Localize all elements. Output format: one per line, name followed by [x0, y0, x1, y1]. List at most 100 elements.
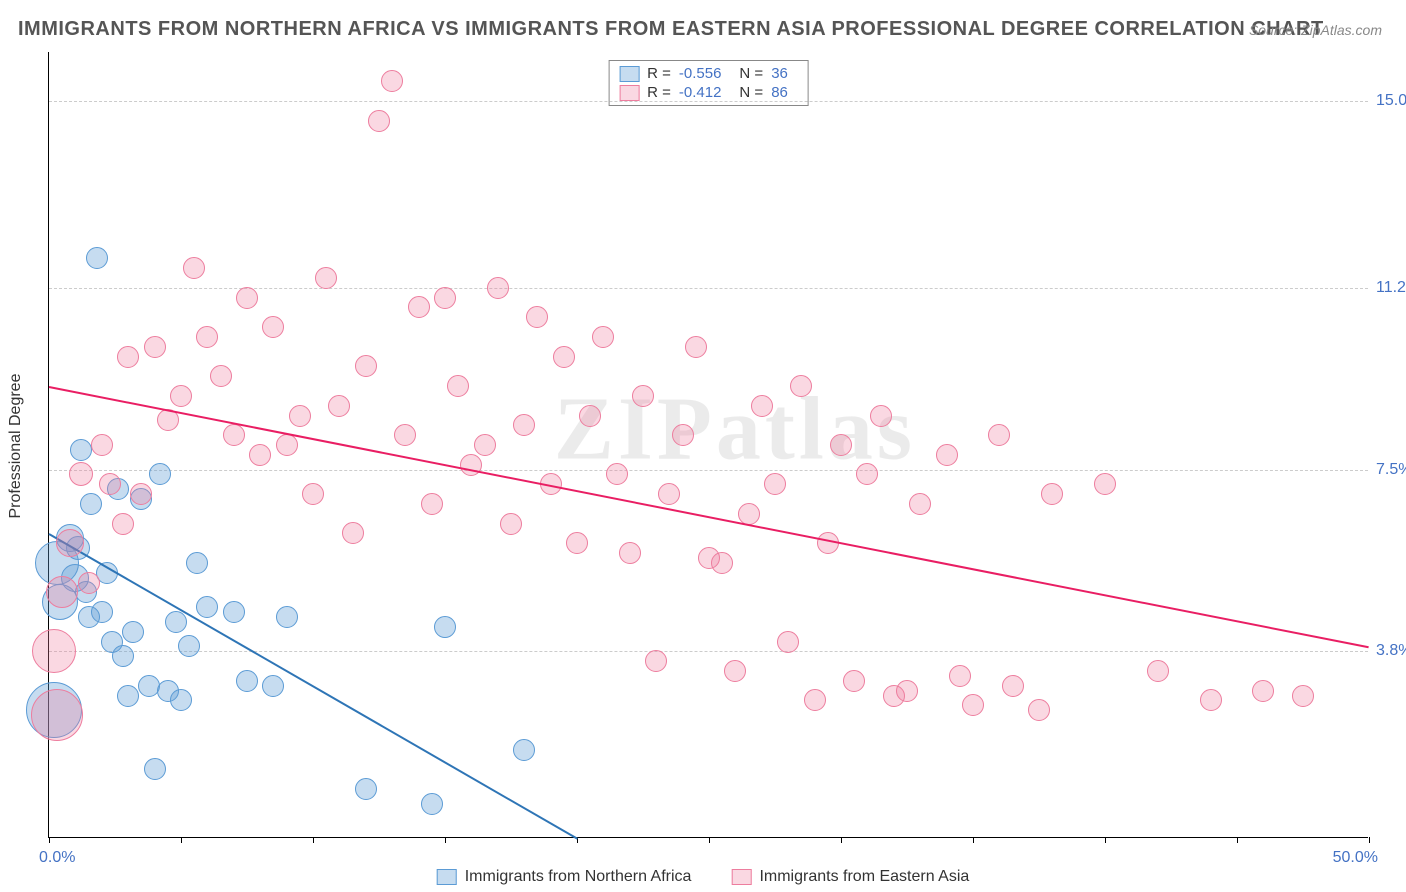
data-point-ea — [1252, 680, 1274, 702]
gridline — [49, 470, 1368, 471]
x-tick — [445, 837, 446, 843]
x-axis-min-label: 0.0% — [39, 849, 75, 867]
data-point-na — [355, 778, 377, 800]
data-point-ea — [526, 306, 548, 328]
r-value-na: -0.556 — [679, 65, 722, 82]
gridline — [49, 651, 1368, 652]
legend-row-na: R = -0.556 N = 36 — [619, 65, 798, 82]
data-point-ea — [69, 462, 93, 486]
data-point-ea — [619, 542, 641, 564]
x-tick — [1105, 837, 1106, 843]
data-point-ea — [579, 405, 601, 427]
data-point-na — [434, 616, 456, 638]
data-point-ea — [988, 424, 1010, 446]
data-point-na — [276, 606, 298, 628]
data-point-ea — [236, 287, 258, 309]
data-point-ea — [566, 532, 588, 554]
data-point-ea — [777, 631, 799, 653]
data-point-ea — [32, 629, 76, 673]
data-point-na — [186, 552, 208, 574]
data-point-ea — [78, 572, 100, 594]
data-point-ea — [342, 522, 364, 544]
y-tick-label: 3.8% — [1376, 642, 1406, 660]
data-point-na — [178, 635, 200, 657]
data-point-na — [196, 596, 218, 618]
data-point-ea — [394, 424, 416, 446]
trendline-ea — [49, 386, 1369, 648]
data-point-na — [170, 689, 192, 711]
x-tick — [181, 837, 182, 843]
data-point-ea — [487, 277, 509, 299]
y-tick-label: 7.5% — [1376, 461, 1406, 479]
data-point-ea — [112, 513, 134, 535]
data-point-ea — [962, 694, 984, 716]
legend-row-ea: R = -0.412 N = 86 — [619, 84, 798, 101]
data-point-ea — [46, 576, 78, 608]
data-point-na — [165, 611, 187, 633]
data-point-ea — [315, 267, 337, 289]
data-point-ea — [381, 70, 403, 92]
data-point-ea — [1094, 473, 1116, 495]
data-point-ea — [1028, 699, 1050, 721]
x-tick — [49, 837, 50, 843]
data-point-ea — [210, 365, 232, 387]
data-point-ea — [276, 434, 298, 456]
data-point-na — [70, 439, 92, 461]
n-value-na: 36 — [771, 65, 788, 82]
data-point-ea — [500, 513, 522, 535]
data-point-na — [262, 675, 284, 697]
data-point-ea — [328, 395, 350, 417]
data-point-na — [513, 739, 535, 761]
data-point-ea — [632, 385, 654, 407]
data-point-ea — [830, 434, 852, 456]
n-label: N = — [739, 84, 763, 101]
data-point-ea — [711, 552, 733, 574]
data-point-ea — [91, 434, 113, 456]
data-point-ea — [144, 336, 166, 358]
legend-swatch-na — [619, 66, 639, 82]
x-tick — [841, 837, 842, 843]
data-point-ea — [289, 405, 311, 427]
r-label: R = — [647, 84, 671, 101]
data-point-na — [122, 621, 144, 643]
data-point-ea — [896, 680, 918, 702]
data-point-ea — [434, 287, 456, 309]
data-point-ea — [130, 483, 152, 505]
data-point-ea — [1200, 689, 1222, 711]
data-point-ea — [262, 316, 284, 338]
legend-item-na: Immigrants from Northern Africa — [437, 868, 692, 886]
legend-label-na: Immigrants from Northern Africa — [465, 868, 692, 886]
data-point-ea — [724, 660, 746, 682]
data-point-ea — [606, 463, 628, 485]
data-point-ea — [1002, 675, 1024, 697]
x-tick — [709, 837, 710, 843]
data-point-ea — [170, 385, 192, 407]
x-tick — [1237, 837, 1238, 843]
y-axis-label: Professional Degree — [7, 374, 25, 519]
data-point-ea — [183, 257, 205, 279]
data-point-na — [236, 670, 258, 692]
data-point-na — [149, 463, 171, 485]
data-point-ea — [936, 444, 958, 466]
legend-label-ea: Immigrants from Eastern Asia — [759, 868, 969, 886]
legend-swatch-icon — [731, 869, 751, 885]
data-point-na — [112, 645, 134, 667]
data-point-ea — [117, 346, 139, 368]
data-point-ea — [764, 473, 786, 495]
legend-item-ea: Immigrants from Eastern Asia — [731, 868, 969, 886]
data-point-ea — [196, 326, 218, 348]
data-point-ea — [870, 405, 892, 427]
data-point-ea — [99, 473, 121, 495]
data-point-na — [421, 793, 443, 815]
data-point-ea — [249, 444, 271, 466]
data-point-na — [223, 601, 245, 623]
data-point-na — [91, 601, 113, 623]
data-point-ea — [790, 375, 812, 397]
chart-container: IMMIGRANTS FROM NORTHERN AFRICA VS IMMIG… — [0, 0, 1406, 892]
data-point-ea — [672, 424, 694, 446]
y-tick-label: 11.2% — [1376, 279, 1406, 297]
x-tick — [1369, 837, 1370, 843]
data-point-ea — [355, 355, 377, 377]
data-point-ea — [1041, 483, 1063, 505]
data-point-ea — [368, 110, 390, 132]
